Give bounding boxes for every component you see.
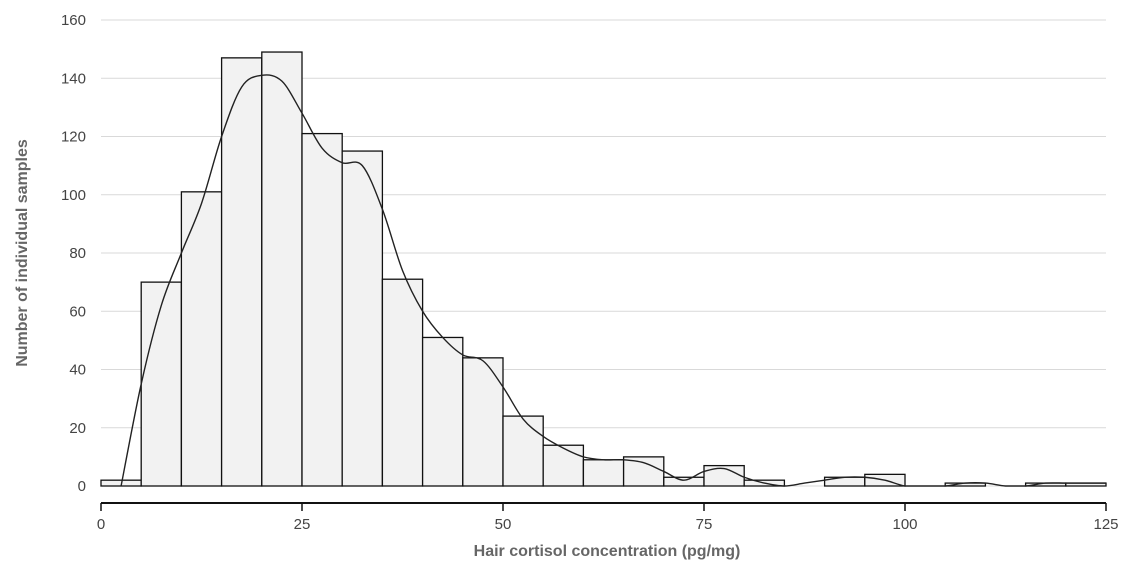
y-tick-label: 120: [61, 129, 86, 146]
histogram-bars: [100, 51, 1107, 487]
y-tick-label: 40: [69, 362, 86, 379]
y-tick-label: 20: [69, 420, 86, 437]
histogram-bar: [180, 191, 223, 487]
y-tick-label: 140: [61, 70, 86, 87]
y-tick-label: 160: [61, 12, 86, 29]
histogram-bar: [502, 415, 544, 487]
x-tick-label: 25: [294, 516, 311, 533]
y-tick-label: 60: [69, 303, 86, 320]
histogram-bar: [341, 150, 384, 487]
y-axis-title: Number of individual samples: [14, 139, 31, 367]
x-tick-labels: 0 25 50 75 100 125: [97, 503, 1119, 533]
x-tick-label: 50: [495, 516, 512, 533]
x-tick-label: 125: [1093, 516, 1118, 533]
y-tick-labels: 0 20 40 60 80 100 120 140 160: [61, 12, 86, 495]
x-tick-label: 0: [97, 516, 105, 533]
y-tick-label: 80: [69, 245, 86, 262]
histogram-bar: [542, 444, 585, 487]
histogram-bar: [381, 278, 424, 487]
histogram-bar: [140, 281, 183, 487]
y-tick-label: 0: [78, 478, 86, 495]
histogram-bar: [220, 57, 263, 487]
histogram-bar: [622, 456, 665, 487]
histogram-bar: [663, 476, 705, 487]
histogram-bar: [462, 357, 504, 487]
histogram-bar: [301, 132, 343, 487]
histogram-bar: [261, 51, 303, 487]
histogram-bar: [421, 336, 464, 487]
x-tick-label: 75: [696, 516, 713, 533]
histogram-bar: [703, 464, 745, 487]
y-tick-label: 100: [61, 187, 86, 204]
x-tick-label: 100: [892, 516, 917, 533]
x-axis-title: Hair cortisol concentration (pg/mg): [474, 543, 741, 560]
histogram-bar: [582, 459, 625, 487]
density-curve: [120, 74, 1106, 487]
